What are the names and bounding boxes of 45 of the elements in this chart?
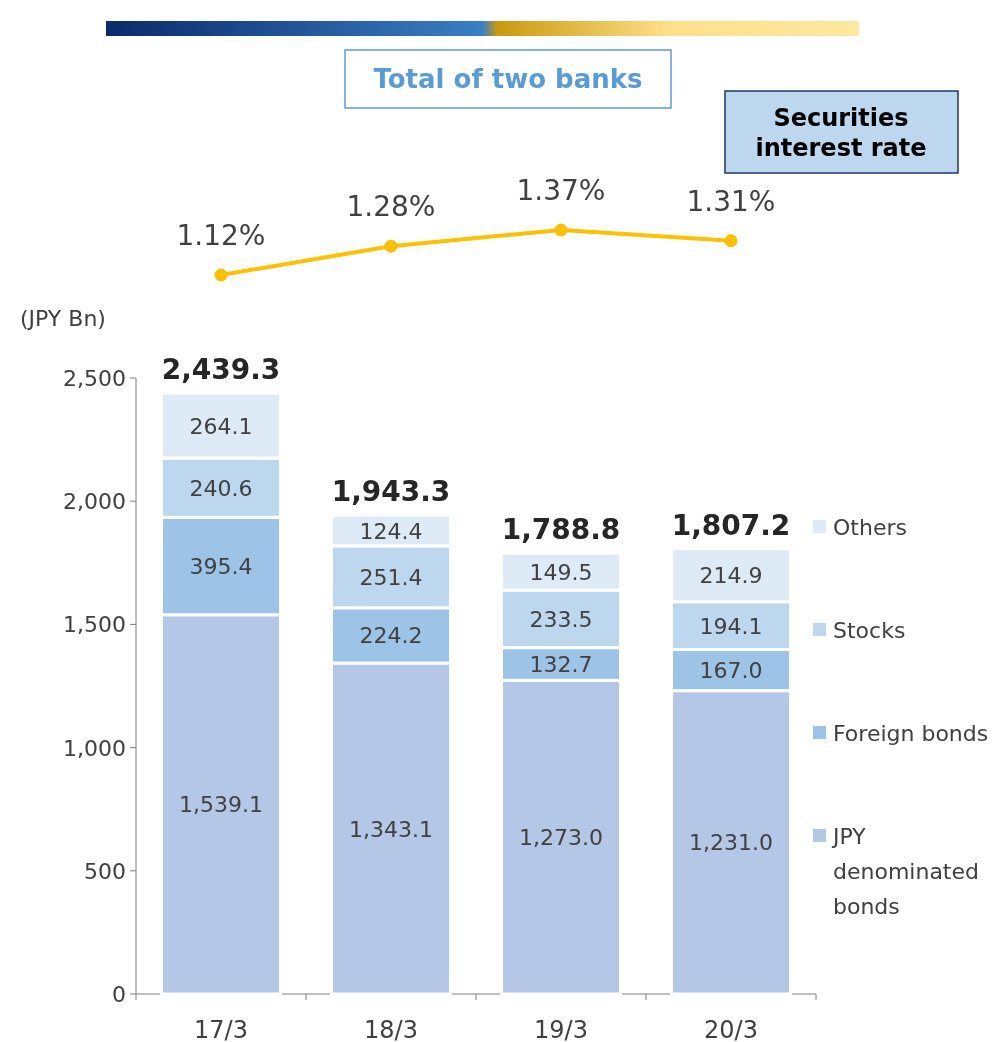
data-label: 194.1: [699, 613, 763, 639]
data-label: 395.4: [189, 554, 253, 580]
total-label: 1,943.3: [331, 475, 451, 509]
data-label: 1.31%: [686, 184, 776, 218]
y-tick-label: 2,000: [63, 489, 126, 515]
legend-label: Others: [833, 515, 907, 540]
data-label: 149.5: [529, 559, 593, 585]
point: [384, 239, 398, 253]
data-label: 264.1: [189, 413, 253, 439]
point: [554, 223, 568, 237]
legend-label: JPY denominated bonds: [831, 824, 979, 919]
legend-label: Foreign bonds: [833, 721, 989, 746]
data-label: 124.4: [359, 518, 423, 544]
y-tick-label: 1,000: [63, 735, 126, 761]
data-label: 1.37%: [516, 174, 606, 207]
data-label: 251.4: [359, 564, 423, 590]
legend-label: Stocks: [833, 618, 906, 643]
data-label: 224.2: [359, 623, 423, 649]
total-label: 2,439.3: [161, 352, 281, 386]
y-tick-label: 500: [84, 858, 126, 884]
data-label: 1,273.0: [519, 825, 603, 851]
y-tick-label: 2,500: [63, 366, 126, 391]
data-label: 167.0: [699, 658, 763, 684]
text: Securities interest rate: [755, 104, 927, 162]
chart-title: Total of two banks: [373, 64, 643, 94]
x-tick-label: 19/3: [534, 1016, 588, 1042]
x-tick-label: 18/3: [364, 1016, 418, 1042]
y-tick-label: 0: [112, 982, 126, 1007]
data-label: 214.9: [699, 563, 763, 589]
data-label: 1,231.0: [689, 830, 773, 856]
y-axis-title: (JPY Bn): [20, 306, 106, 331]
data-label: 1,539.1: [179, 792, 263, 818]
data-label: 240.6: [189, 475, 253, 501]
x-tick-label: 17/3: [194, 1016, 248, 1042]
data-label: 1.12%: [176, 219, 266, 252]
y-tick-label: 1,500: [63, 612, 126, 638]
data-label: 1.28%: [346, 190, 436, 224]
data-label: 1,343.1: [349, 816, 433, 842]
total-label: 1,788.8: [501, 513, 621, 547]
total-label: 1,807.2: [671, 508, 791, 542]
point: [214, 268, 228, 282]
data-label: 233.5: [529, 606, 593, 632]
data-label: 132.7: [529, 651, 593, 677]
point: [724, 234, 738, 248]
x-tick-label: 20/3: [704, 1016, 758, 1042]
